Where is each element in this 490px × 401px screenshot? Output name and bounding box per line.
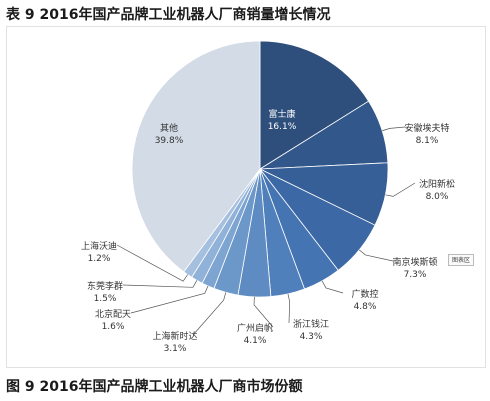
leader-line bbox=[321, 280, 344, 294]
leader-line bbox=[116, 244, 188, 282]
slice-percent-label: 8.1% bbox=[416, 136, 439, 146]
slice-name-label: 沈阳新松 bbox=[419, 178, 455, 190]
slice-name-label: 其他 bbox=[160, 122, 178, 134]
chart-area-legend-tag: 图表区 bbox=[448, 254, 474, 266]
pie-chart[interactable]: 富士康 16.1% 安徽埃夫特 8.1% 沈阳新松 8.0% 南京埃斯顿 7.3% 广数控 4.8… bbox=[7, 27, 485, 367]
slice-name-label: 广州启帆 bbox=[237, 322, 273, 334]
pie-slice[interactable] bbox=[131, 40, 261, 273]
table-caption: 表 9 2016年国产品牌工业机器人厂商销量增长情况 bbox=[6, 7, 331, 23]
slice-percent-label: 1.6% bbox=[102, 322, 125, 332]
slice-percent-label: 4.8% bbox=[354, 302, 377, 312]
figure-caption: 图 9 2016年国产品牌工业机器人厂商市场份额 bbox=[6, 379, 303, 395]
leader-line bbox=[253, 296, 274, 328]
pie-slice[interactable] bbox=[259, 40, 370, 170]
slice-name-label: 富士康 bbox=[268, 108, 295, 120]
leader-line bbox=[385, 182, 416, 197]
slice-percent-label: 8.0% bbox=[426, 192, 449, 202]
slice-name-label: 安徽埃夫特 bbox=[404, 122, 449, 134]
slice-percent-label: 4.3% bbox=[300, 332, 323, 342]
slice-percent-label: 39.8% bbox=[155, 136, 184, 146]
slice-percent-label: 16.1% bbox=[268, 122, 297, 132]
slice-percent-label: 1.5% bbox=[94, 294, 117, 304]
slice-name-label: 东莞李群 bbox=[87, 280, 123, 292]
slice-name-label: 广数控 bbox=[351, 288, 378, 300]
slice-name-label: 上海新时达 bbox=[152, 330, 197, 342]
leader-line bbox=[287, 293, 291, 324]
slice-name-label: 浙江钱江 bbox=[293, 318, 329, 330]
leader-line bbox=[122, 280, 198, 288]
leader-line bbox=[192, 292, 227, 336]
slice-percent-label: 3.1% bbox=[164, 344, 187, 354]
slice-percent-label: 7.3% bbox=[404, 270, 427, 280]
slice-name-label: 南京埃斯顿 bbox=[392, 256, 437, 268]
slice-percent-label: 1.2% bbox=[88, 254, 111, 264]
slice-name-label: 上海沃迪 bbox=[81, 240, 117, 252]
leader-line bbox=[130, 285, 209, 314]
chart-area[interactable]: 富士康 16.1% 安徽埃夫特 8.1% 沈阳新松 8.0% 南京埃斯顿 7.3% 广数控 4.8… bbox=[6, 26, 486, 368]
leader-line bbox=[382, 126, 406, 132]
slice-name-label: 北京配天 bbox=[95, 308, 131, 320]
slice-percent-label: 4.1% bbox=[244, 336, 267, 346]
leader-line bbox=[358, 249, 394, 262]
